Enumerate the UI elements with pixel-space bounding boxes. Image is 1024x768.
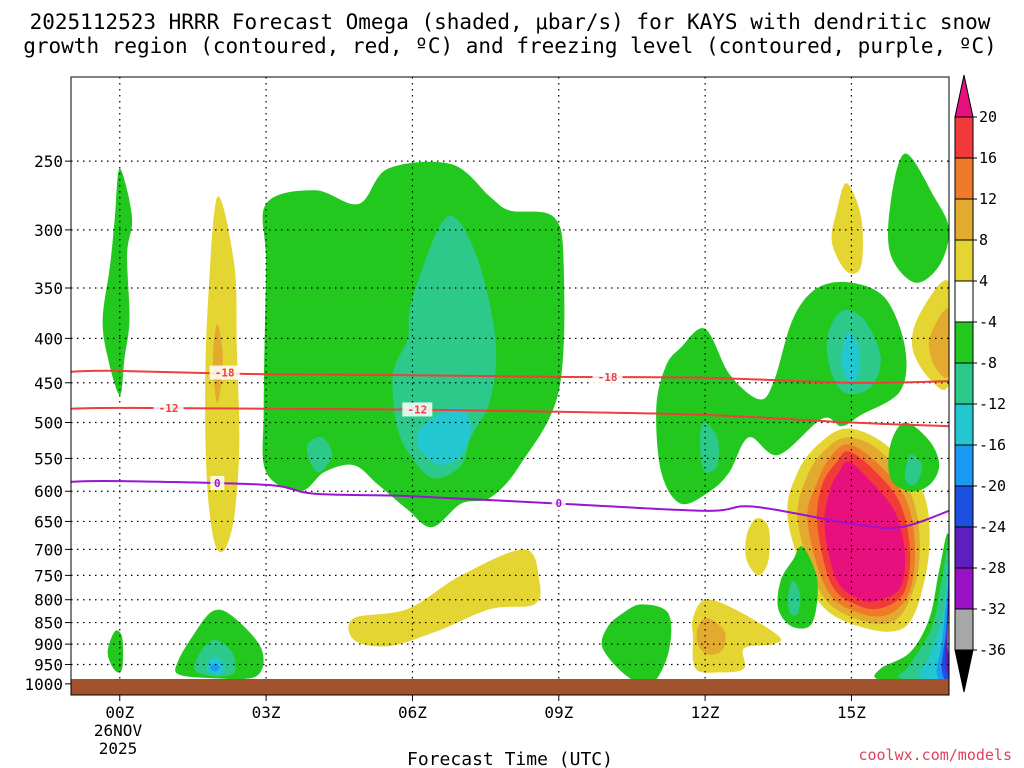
omega-region-11 <box>210 663 220 672</box>
contour-freezing_0 <box>71 479 949 530</box>
chart-title-line2: growth region (contoured, red, ºC) and f… <box>23 34 997 58</box>
omega-region-26 <box>745 518 770 576</box>
y-tick-label-750: 750 <box>34 566 63 585</box>
omega-region-18 <box>831 183 863 274</box>
colorbar-segment-12 <box>954 608 974 651</box>
contour-label-bg-5 <box>551 495 566 510</box>
omega-region-12 <box>107 630 124 673</box>
x-tick-label-06Z: 06Z <box>398 703 427 722</box>
colorbar-segment-11 <box>954 567 974 610</box>
contour-label-3: -12 <box>407 403 427 416</box>
x-tick-label-12Z: 12Z <box>691 703 720 722</box>
contour-label-bg-3 <box>402 402 433 417</box>
credit-text: coolwx.com/models <box>858 746 1012 764</box>
y-tick-label-650: 650 <box>34 512 63 531</box>
colorbar-label-6: -8 <box>979 354 997 372</box>
colorbar-top-arrow <box>954 74 974 118</box>
colorbar-label-7: -12 <box>979 395 1006 413</box>
colorbar-label-8: -16 <box>979 436 1006 454</box>
colorbar-segment-10 <box>954 526 974 569</box>
y-tick-label-250: 250 <box>34 152 63 171</box>
colorbar-segment-9 <box>954 485 974 528</box>
omega-region-33 <box>904 454 923 486</box>
y-tick-label-850: 850 <box>34 614 63 633</box>
colorbar-bottom-arrow <box>954 649 974 693</box>
terrain-bar <box>71 679 949 695</box>
y-tick-label-900: 900 <box>34 635 63 654</box>
colorbar-label-3: 8 <box>979 231 988 249</box>
omega-region-3 <box>306 436 333 473</box>
omega-region-2 <box>416 407 472 466</box>
y-tick-label-800: 800 <box>34 591 63 610</box>
x-date-line2: 2025 <box>99 739 138 758</box>
colorbar-segment-2 <box>954 198 974 241</box>
contour-label-0: -18 <box>215 367 235 380</box>
colorbar-segment-8 <box>954 444 974 487</box>
plot-area: -18 -18 -12 -12 0 0 <box>70 76 950 696</box>
colorbar-label-9: -20 <box>979 477 1006 495</box>
y-tick-label-550: 550 <box>34 449 63 468</box>
omega-region-39 <box>945 588 949 675</box>
colorbar-label-0: 20 <box>979 108 997 126</box>
contour-label-bg-2 <box>153 400 184 415</box>
y-tick-label-950: 950 <box>34 656 63 675</box>
y-tick-label-450: 450 <box>34 374 63 393</box>
colorbar: 20 16 12 8 4 -4 -8 -12 -16 -20 -24 -28 -32 -36 <box>954 74 1006 693</box>
contour-dgz_minus18 <box>71 369 949 384</box>
x-date-line1: 26NOV <box>94 721 143 740</box>
y-tick-label-600: 600 <box>34 482 63 501</box>
x-axis: 00Z 03Z 06Z 09Z 12Z 15Z <box>105 695 866 722</box>
x-tick-label-00Z: 00Z <box>105 703 134 722</box>
colorbar-segment-5 <box>954 321 974 364</box>
contour-label-bg-4 <box>210 475 225 490</box>
contour-label-4: 0 <box>214 477 221 490</box>
omega-region-25 <box>824 461 906 602</box>
colorbar-label-13: -36 <box>979 641 1006 659</box>
y-tick-label-350: 350 <box>34 279 63 298</box>
contour-label-1: -18 <box>598 371 618 384</box>
omega-region-15 <box>841 332 861 382</box>
y-tick-label-700: 700 <box>34 540 63 559</box>
x-tick-label-09Z: 09Z <box>544 703 573 722</box>
omega-region-16 <box>700 422 719 473</box>
colorbar-label-11: -28 <box>979 559 1006 577</box>
colorbar-label-4: 4 <box>979 272 988 290</box>
colorbar-label-12: -32 <box>979 600 1006 618</box>
colorbar-segment-7 <box>954 403 974 446</box>
contour-layer: -18 -18 -12 -12 0 0 <box>71 365 949 530</box>
colorbar-segment-4 <box>954 280 974 323</box>
x-tick-label-15Z: 15Z <box>837 703 866 722</box>
x-axis-label: Forecast Time (UTC) <box>407 749 613 768</box>
colorbar-label-5: -4 <box>979 313 997 331</box>
y-axis: 250 300 350 400 450 500 550 600 650 700 750 800 850 9… <box>24 152 71 694</box>
contour-label-bg-0 <box>209 365 240 380</box>
contour-label-bg-1 <box>592 369 623 384</box>
colorbar-label-2: 12 <box>979 190 997 208</box>
omega-region-4 <box>102 168 133 396</box>
omega-region-31 <box>787 580 801 616</box>
colorbar-label-1: 16 <box>979 149 997 167</box>
plot-frame <box>70 76 950 696</box>
colorbar-label-10: -24 <box>979 518 1006 536</box>
contour-label-5: 0 <box>555 497 562 510</box>
y-tick-label-500: 500 <box>34 413 63 432</box>
colorbar-segment-0 <box>954 116 974 159</box>
chart-title-line1: 2025112523 HRRR Forecast Omega (shaded, … <box>30 10 991 34</box>
omega-region-28 <box>696 618 726 655</box>
colorbar-segment-1 <box>954 157 974 200</box>
colorbar-segment-3 <box>954 239 974 282</box>
y-tick-label-1000: 1000 <box>24 675 63 694</box>
omega-region-20 <box>928 308 949 378</box>
contour-label-2: -12 <box>159 402 179 415</box>
omega-region-17 <box>888 153 949 283</box>
colorbar-segment-6 <box>954 362 974 405</box>
grid-layer <box>71 77 949 679</box>
omega-region-6 <box>212 323 223 404</box>
x-tick-label-03Z: 03Z <box>252 703 281 722</box>
y-tick-label-400: 400 <box>34 329 63 348</box>
y-tick-label-300: 300 <box>34 221 63 240</box>
